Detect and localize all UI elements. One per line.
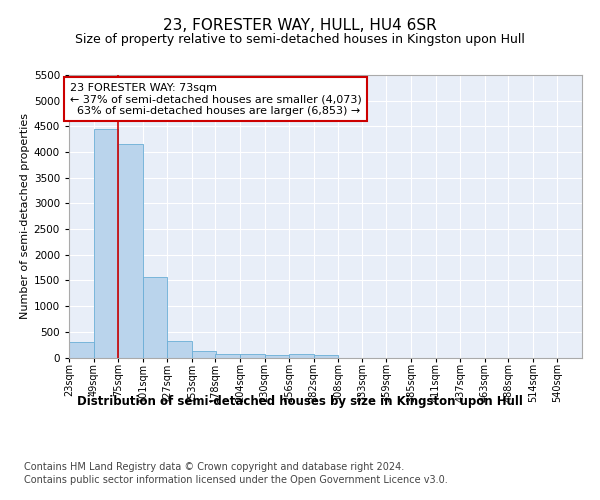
Text: Size of property relative to semi-detached houses in Kingston upon Hull: Size of property relative to semi-detach… (75, 32, 525, 46)
Text: Distribution of semi-detached houses by size in Kingston upon Hull: Distribution of semi-detached houses by … (77, 395, 523, 408)
Bar (240, 354, 265, 358)
Bar (94, 129, 118, 358)
Bar (265, 354, 289, 358)
Bar (143, 277, 167, 357)
Text: Contains public sector information licensed under the Open Government Licence v3: Contains public sector information licen… (24, 475, 448, 485)
Bar (192, 351, 217, 358)
Bar (118, 144, 143, 358)
Bar (167, 341, 192, 357)
Bar (314, 354, 338, 358)
Text: Contains HM Land Registry data © Crown copyright and database right 2024.: Contains HM Land Registry data © Crown c… (24, 462, 404, 472)
Text: 23 FORESTER WAY: 73sqm
← 37% of semi-detached houses are smaller (4,073)
  63% o: 23 FORESTER WAY: 73sqm ← 37% of semi-det… (70, 82, 362, 116)
Text: 23, FORESTER WAY, HULL, HU4 6SR: 23, FORESTER WAY, HULL, HU4 6SR (163, 18, 437, 32)
Bar (69, 342, 94, 357)
Y-axis label: Number of semi-detached properties: Number of semi-detached properties (20, 114, 29, 320)
Bar (289, 354, 314, 358)
Bar (215, 354, 240, 358)
